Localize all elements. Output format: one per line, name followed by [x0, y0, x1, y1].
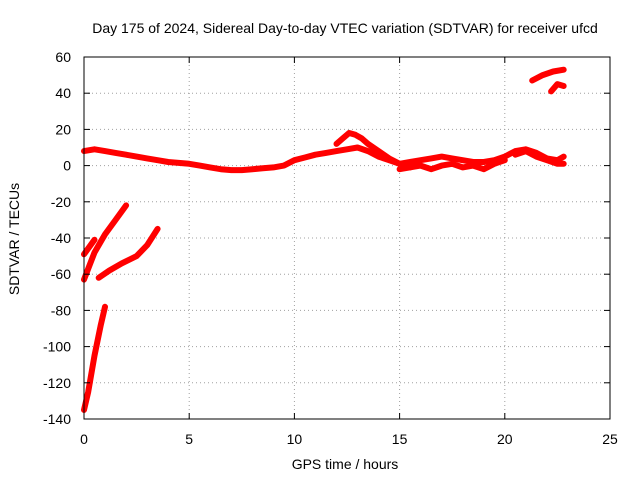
y-tick-label: -60 — [51, 266, 71, 282]
y-tick-label: 40 — [55, 85, 71, 101]
y-tick-label: 0 — [63, 158, 71, 174]
series-tail-21-23 — [512, 148, 567, 167]
x-tick-label: 0 — [80, 431, 88, 447]
grid-layer — [84, 57, 610, 419]
y-tick-label: -80 — [51, 302, 71, 318]
plot-frame — [83, 56, 611, 420]
y-tick-label: -120 — [43, 375, 71, 391]
series-main-trace — [81, 144, 567, 174]
x-tick-label: 25 — [602, 431, 618, 447]
series-high-segment-1 — [529, 66, 567, 84]
series-hump-12-15 — [333, 130, 414, 171]
tick-layer: 0 5 10 15 20 25 -140 -120 -100 -80 -60 -40 -20 0 20 40 6… — [43, 49, 618, 447]
y-tick-label: -20 — [51, 194, 71, 210]
x-tick-label: 20 — [497, 431, 513, 447]
y-tick-label: -140 — [43, 411, 71, 427]
series-overlap-15-20 — [396, 157, 508, 173]
y-axis-label: SDTVAR / TECUs — [6, 183, 22, 295]
y-tick-label: -40 — [51, 230, 71, 246]
y-tick-label: 20 — [55, 121, 71, 137]
series-layer — [81, 66, 567, 413]
series-start-segment-b — [81, 202, 130, 283]
series-steep-segment — [81, 303, 108, 413]
series-high-segment-2 — [548, 81, 567, 95]
series-start-segment-c — [95, 225, 161, 281]
chart-title: Day 175 of 2024, Sidereal Day-to-day VTE… — [92, 20, 598, 36]
x-axis-label: GPS time / hours — [292, 456, 399, 472]
x-tick-label: 5 — [185, 431, 193, 447]
x-tick-label: 15 — [392, 431, 408, 447]
series-start-segment-a — [81, 236, 98, 258]
y-tick-label: -100 — [43, 339, 71, 355]
y-tick-label: 60 — [55, 49, 71, 65]
x-tick-label: 10 — [287, 431, 303, 447]
